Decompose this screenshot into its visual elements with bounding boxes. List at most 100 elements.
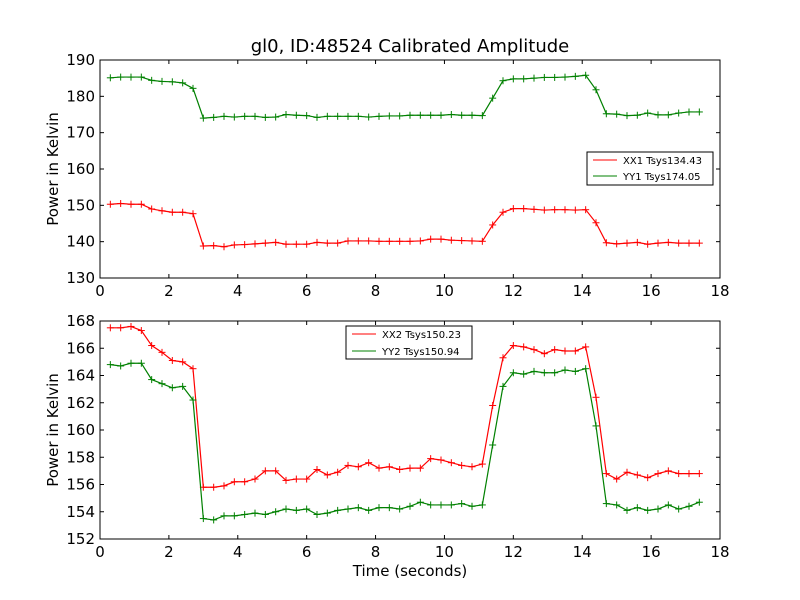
data-point-xx1 <box>623 239 631 247</box>
data-point-xx1 <box>323 239 331 247</box>
data-point-xx1 <box>613 240 621 248</box>
data-point-yy1 <box>189 84 197 92</box>
x-axis-label: Time (seconds) <box>352 562 468 580</box>
data-point-xx1 <box>540 206 548 214</box>
data-point-yy1 <box>685 108 693 116</box>
data-point-yy1 <box>458 111 466 119</box>
data-point-yy1 <box>551 73 559 81</box>
top-axis-ticks: 0 2 4 6 8 10 12 14 16 18 130 140 150 160 170 180 190 <box>66 51 729 300</box>
top-plot-frame <box>99 59 721 279</box>
bottom-x-tick-label: 16 <box>642 543 661 561</box>
data-point-yy1 <box>179 79 187 87</box>
data-point-xx1 <box>168 208 176 216</box>
data-point-xx2 <box>117 324 125 332</box>
data-point-xx1 <box>261 239 269 247</box>
chart-title: gl0, ID:48524 Calibrated Amplitude <box>251 36 570 57</box>
data-point-xx2 <box>396 466 404 474</box>
data-point-yy2 <box>592 422 600 430</box>
data-point-yy2 <box>106 361 114 369</box>
data-point-yy2 <box>437 501 445 509</box>
data-point-xx1 <box>406 237 414 245</box>
data-point-yy2 <box>582 365 590 373</box>
data-point-yy1 <box>261 113 269 121</box>
data-point-xx2 <box>427 455 435 463</box>
bottom-x-tick-label: 0 <box>95 543 105 561</box>
data-point-xx2 <box>582 343 590 351</box>
top-x-tick-label: 6 <box>302 282 312 300</box>
data-point-yy1 <box>272 113 280 121</box>
data-point-yy2 <box>158 380 166 388</box>
data-point-yy2 <box>334 506 342 514</box>
data-point-yy2 <box>148 376 156 384</box>
data-point-xx1 <box>520 205 528 213</box>
data-point-xx1 <box>685 239 693 247</box>
data-point-yy2 <box>654 505 662 513</box>
data-point-xx2 <box>458 461 466 469</box>
data-point-yy1 <box>571 72 579 80</box>
data-point-xx2 <box>551 346 559 354</box>
data-point-yy2 <box>602 500 610 508</box>
data-point-xx2 <box>602 470 610 478</box>
data-point-yy1 <box>127 73 135 81</box>
data-point-yy1 <box>117 73 125 81</box>
top-x-tick-label: 14 <box>573 282 592 300</box>
data-point-yy1 <box>323 112 331 120</box>
top-x-tick-label: 4 <box>233 282 243 300</box>
data-point-xx1 <box>695 239 703 247</box>
data-point-yy2 <box>292 506 300 514</box>
data-point-xx1 <box>354 237 362 245</box>
bottom-x-tick-label: 18 <box>710 543 729 561</box>
data-point-xx2 <box>179 358 187 366</box>
data-point-xx2 <box>106 324 114 332</box>
top-legend-box <box>586 151 714 186</box>
data-point-xx2 <box>530 346 538 354</box>
data-point-yy2 <box>385 504 393 512</box>
top-y-axis-label: Power in Kelvin <box>44 112 62 226</box>
data-point-xx1 <box>396 237 404 245</box>
data-point-yy1 <box>303 112 311 120</box>
data-point-yy1 <box>654 111 662 119</box>
data-point-xx1 <box>458 237 466 245</box>
data-point-yy1 <box>385 112 393 120</box>
data-point-xx1 <box>447 236 455 244</box>
data-point-yy1 <box>282 111 290 118</box>
bottom-x-tick-label: 14 <box>573 543 592 561</box>
data-point-xx1 <box>551 206 559 214</box>
data-point-xx1 <box>303 240 311 248</box>
data-point-yy2 <box>499 382 507 390</box>
data-point-yy2 <box>127 359 135 367</box>
data-point-xx2 <box>654 470 662 478</box>
data-point-yy2 <box>520 370 528 378</box>
data-point-xx1 <box>675 239 683 247</box>
data-point-yy2 <box>613 501 621 509</box>
top-x-tick-label: 10 <box>435 282 454 300</box>
top-y-tick-label: 160 <box>66 160 95 178</box>
data-point-xx2 <box>158 348 166 356</box>
data-point-xx2 <box>210 483 218 491</box>
data-point-yy2 <box>117 362 125 370</box>
data-point-yy1 <box>199 114 207 122</box>
data-point-yy1 <box>230 113 238 121</box>
data-point-xx1 <box>375 237 383 245</box>
data-point-xx1 <box>644 240 652 248</box>
bottom-y-tick-label: 164 <box>66 367 95 385</box>
top-y-tick-label: 140 <box>66 233 95 251</box>
bottom-subplot: 0 2 4 6 8 10 12 14 16 18 152 154 156 158 160 162 164 166 1… <box>44 312 730 580</box>
data-point-xx2 <box>148 342 156 350</box>
data-point-yy2 <box>375 504 383 512</box>
data-point-xx1 <box>509 205 517 213</box>
bottom-y-axis-label: Power in Kelvin <box>44 373 62 487</box>
data-point-yy2 <box>354 504 362 512</box>
data-point-yy1 <box>602 110 610 118</box>
data-point-yy1 <box>633 111 641 119</box>
data-point-xx1 <box>499 208 507 216</box>
data-point-yy2 <box>509 369 517 377</box>
data-point-yy1 <box>540 73 548 81</box>
data-point-yy2 <box>644 506 652 514</box>
bottom-x-tick-label: 8 <box>371 543 381 561</box>
top-x-tick-label: 18 <box>710 282 729 300</box>
data-point-xx2 <box>137 327 145 335</box>
data-point-yy1 <box>447 111 455 118</box>
top-x-tick-label: 16 <box>642 282 661 300</box>
